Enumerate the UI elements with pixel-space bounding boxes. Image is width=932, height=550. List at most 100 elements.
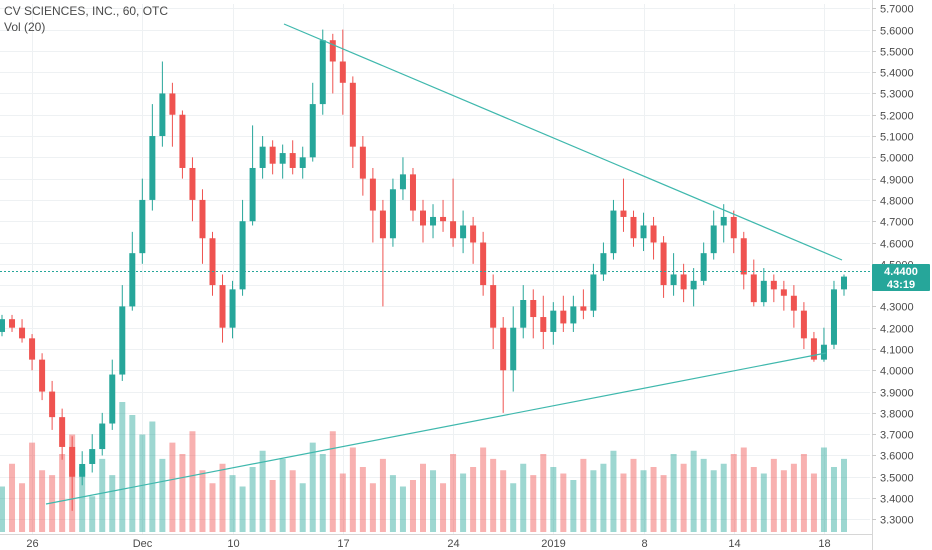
volume-bar: [710, 470, 717, 532]
candle-body: [530, 300, 537, 318]
candle-body: [59, 417, 66, 447]
volume-bar: [610, 450, 617, 532]
candle-body: [420, 210, 426, 226]
price-tick-label: 4.2000: [880, 324, 914, 336]
candle-body: [149, 136, 156, 200]
time-tick-label: 26: [26, 538, 38, 550]
candle-body: [229, 289, 236, 328]
candle-body: [760, 280, 767, 303]
volume-bar: [790, 463, 797, 532]
candle-body: [590, 274, 597, 311]
volume-bar: [670, 454, 677, 532]
volume-bar: [339, 473, 346, 532]
candle-body: [740, 238, 747, 275]
volume-bar: [359, 467, 366, 532]
candle-body: [620, 210, 627, 217]
candle-body: [820, 344, 827, 360]
volume-bar: [109, 475, 116, 532]
candle-body: [450, 221, 457, 239]
price-tick-label: 5.2000: [880, 111, 914, 123]
volume-bar: [129, 415, 136, 532]
candle-body: [430, 216, 437, 226]
price-tick-label: 3.3000: [880, 515, 914, 527]
candle-body: [630, 216, 637, 239]
volume-bar: [369, 483, 376, 532]
volume-bar: [680, 463, 687, 532]
volume-indicator-label[interactable]: Vol (20): [4, 20, 45, 34]
price-tick-label: 5.7000: [880, 4, 914, 16]
price-tick-label: 4.3000: [880, 302, 914, 314]
volume-bar: [19, 483, 26, 532]
price-tick-label: 4.8000: [880, 196, 914, 208]
volume-layer: [0, 402, 847, 532]
volume-bar: [209, 483, 216, 532]
lower-trendline[interactable]: [45, 352, 827, 505]
price-tick-label: 4.9000: [880, 175, 914, 187]
upper-trendline[interactable]: [283, 23, 843, 261]
volume-bar: [239, 486, 246, 532]
last-price-badge: 4.4400 43:19: [872, 264, 930, 291]
candle-body: [119, 306, 126, 375]
price-tick-label: 3.9000: [880, 388, 914, 400]
price-tick-label: 5.5000: [880, 47, 914, 59]
candle-body: [389, 189, 396, 239]
price-tick-label: 5.6000: [880, 26, 914, 38]
volume-bar: [620, 473, 627, 532]
volume-bar: [119, 402, 126, 532]
price-tick-label: 5.1000: [880, 132, 914, 144]
time-tick-label: 14: [728, 538, 740, 550]
candle-body: [109, 374, 116, 424]
volume-bar: [430, 470, 437, 532]
candle-body: [209, 238, 216, 286]
volume-bar: [299, 483, 306, 532]
candle-body: [670, 274, 677, 286]
candle-body: [359, 146, 366, 179]
candle-body: [139, 199, 146, 254]
volume-bar: [49, 475, 56, 532]
volume-bar: [9, 463, 16, 532]
time-axis[interactable]: 26 Dec 10 17 24 2019 8 14 18: [26, 538, 830, 550]
volume-bar: [249, 467, 256, 532]
volume-bar: [259, 450, 266, 532]
volume-bar: [630, 458, 637, 532]
candle-body: [299, 157, 306, 168]
volume-bar: [720, 463, 727, 532]
volume-bar: [500, 470, 507, 532]
volume-bar: [730, 454, 737, 532]
volume-bar: [329, 431, 336, 532]
volume-bar: [229, 475, 236, 532]
volume-bar: [520, 463, 527, 532]
candle-body: [540, 317, 547, 332]
price-tick-label: 3.7000: [880, 430, 914, 442]
candle-body: [490, 285, 497, 328]
volume-bar: [470, 467, 477, 532]
volume-bar: [279, 458, 286, 532]
candle-body: [770, 280, 777, 290]
candle-body: [169, 93, 176, 115]
volume-bar: [289, 470, 296, 532]
candle-body: [520, 300, 527, 328]
volume-bar: [309, 442, 316, 532]
price-tick-label: 4.6000: [880, 239, 914, 251]
candle-body: [560, 310, 567, 324]
candle-body: [349, 82, 356, 147]
volume-bar: [740, 447, 747, 532]
candle-body: [69, 446, 76, 477]
candle-body: [9, 319, 16, 328]
bar-countdown: 43:19: [887, 279, 915, 291]
candle-body: [259, 146, 266, 168]
candle-body: [159, 93, 166, 137]
volume-bar: [169, 442, 176, 532]
volume-bar: [409, 480, 416, 532]
volume-bar: [810, 473, 817, 532]
candle-body: [409, 174, 416, 211]
volume-bar: [89, 496, 96, 532]
candle-body: [690, 280, 697, 290]
volume-bar: [389, 475, 396, 532]
candle-body: [841, 276, 847, 290]
candle-body: [440, 216, 447, 222]
candle-body: [550, 310, 557, 332]
candle-body: [399, 174, 406, 190]
